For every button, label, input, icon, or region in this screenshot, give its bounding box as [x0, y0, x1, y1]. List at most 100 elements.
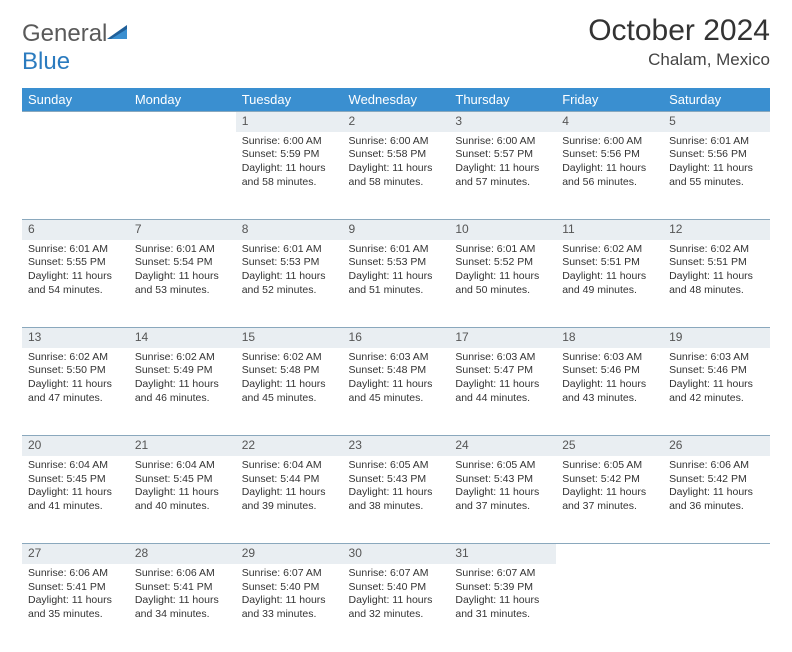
day-content-cell [663, 564, 770, 652]
day1-line: Daylight: 11 hours [562, 162, 657, 176]
day-number-cell: 26 [663, 436, 770, 456]
sunset-line: Sunset: 5:48 PM [242, 364, 337, 378]
day1-line: Daylight: 11 hours [562, 486, 657, 500]
day2-line: and 53 minutes. [135, 284, 230, 298]
day-number-row: 6789101112 [22, 220, 770, 240]
sunrise-line: Sunrise: 6:02 AM [562, 243, 657, 257]
day1-line: Daylight: 11 hours [242, 594, 337, 608]
day1-line: Daylight: 11 hours [349, 594, 444, 608]
sunset-line: Sunset: 5:59 PM [242, 148, 337, 162]
sunrise-line: Sunrise: 6:04 AM [242, 459, 337, 473]
day2-line: and 37 minutes. [562, 500, 657, 514]
day1-line: Daylight: 11 hours [669, 270, 764, 284]
day1-line: Daylight: 11 hours [242, 270, 337, 284]
sunset-line: Sunset: 5:45 PM [28, 473, 123, 487]
day-number-cell: 1 [236, 112, 343, 132]
day-number-cell: 21 [129, 436, 236, 456]
day2-line: and 45 minutes. [349, 392, 444, 406]
sunrise-line: Sunrise: 6:05 AM [349, 459, 444, 473]
day-number-cell: 23 [343, 436, 450, 456]
day-content-cell: Sunrise: 6:04 AMSunset: 5:45 PMDaylight:… [129, 456, 236, 544]
day-content-cell: Sunrise: 6:01 AMSunset: 5:54 PMDaylight:… [129, 240, 236, 328]
day2-line: and 45 minutes. [242, 392, 337, 406]
day2-line: and 35 minutes. [28, 608, 123, 622]
day2-line: and 40 minutes. [135, 500, 230, 514]
logo-part2: Blue [22, 48, 70, 75]
day2-line: and 47 minutes. [28, 392, 123, 406]
day-content-cell: Sunrise: 6:03 AMSunset: 5:47 PMDaylight:… [449, 348, 556, 436]
sunrise-line: Sunrise: 6:06 AM [28, 567, 123, 581]
day-content-cell: Sunrise: 6:07 AMSunset: 5:40 PMDaylight:… [236, 564, 343, 652]
day1-line: Daylight: 11 hours [349, 270, 444, 284]
day-number-row: 20212223242526 [22, 436, 770, 456]
day-number-cell: 3 [449, 112, 556, 132]
day-content-cell: Sunrise: 6:05 AMSunset: 5:43 PMDaylight:… [343, 456, 450, 544]
day-number-cell: 12 [663, 220, 770, 240]
logo-triangle-icon [107, 23, 129, 41]
sunrise-line: Sunrise: 6:04 AM [28, 459, 123, 473]
sunrise-line: Sunrise: 6:01 AM [669, 135, 764, 149]
day-content-cell: Sunrise: 6:06 AMSunset: 5:41 PMDaylight:… [22, 564, 129, 652]
day-content-cell: Sunrise: 6:05 AMSunset: 5:43 PMDaylight:… [449, 456, 556, 544]
day-number-cell: 20 [22, 436, 129, 456]
day-content-cell: Sunrise: 6:00 AMSunset: 5:56 PMDaylight:… [556, 132, 663, 220]
sunrise-line: Sunrise: 6:01 AM [28, 243, 123, 257]
day1-line: Daylight: 11 hours [349, 162, 444, 176]
day2-line: and 33 minutes. [242, 608, 337, 622]
sunset-line: Sunset: 5:56 PM [669, 148, 764, 162]
sunset-line: Sunset: 5:56 PM [562, 148, 657, 162]
sunset-line: Sunset: 5:46 PM [669, 364, 764, 378]
day2-line: and 58 minutes. [349, 176, 444, 190]
sunset-line: Sunset: 5:40 PM [349, 581, 444, 595]
sunrise-line: Sunrise: 6:07 AM [455, 567, 550, 581]
header: General Blue October 2024 Chalam, Mexico [22, 14, 770, 76]
sunrise-line: Sunrise: 6:03 AM [669, 351, 764, 365]
day-number-cell: 14 [129, 328, 236, 348]
sunrise-line: Sunrise: 6:00 AM [562, 135, 657, 149]
day2-line: and 52 minutes. [242, 284, 337, 298]
sunset-line: Sunset: 5:51 PM [669, 256, 764, 270]
day-content-cell: Sunrise: 6:00 AMSunset: 5:57 PMDaylight:… [449, 132, 556, 220]
day2-line: and 36 minutes. [669, 500, 764, 514]
day-content-cell: Sunrise: 6:06 AMSunset: 5:41 PMDaylight:… [129, 564, 236, 652]
day2-line: and 54 minutes. [28, 284, 123, 298]
day-content-row: Sunrise: 6:04 AMSunset: 5:45 PMDaylight:… [22, 456, 770, 544]
day1-line: Daylight: 11 hours [135, 594, 230, 608]
day-content-cell: Sunrise: 6:01 AMSunset: 5:55 PMDaylight:… [22, 240, 129, 328]
day2-line: and 55 minutes. [669, 176, 764, 190]
sunrise-line: Sunrise: 6:05 AM [562, 459, 657, 473]
weekday-header: Thursday [449, 88, 556, 112]
day1-line: Daylight: 11 hours [135, 378, 230, 392]
day1-line: Daylight: 11 hours [669, 486, 764, 500]
sunset-line: Sunset: 5:57 PM [455, 148, 550, 162]
sunrise-line: Sunrise: 6:01 AM [455, 243, 550, 257]
day-number-cell: 6 [22, 220, 129, 240]
day1-line: Daylight: 11 hours [135, 270, 230, 284]
sunset-line: Sunset: 5:50 PM [28, 364, 123, 378]
location-label: Chalam, Mexico [588, 50, 770, 70]
day-content-cell: Sunrise: 6:01 AMSunset: 5:56 PMDaylight:… [663, 132, 770, 220]
day-number-cell: 15 [236, 328, 343, 348]
day-content-cell: Sunrise: 6:01 AMSunset: 5:53 PMDaylight:… [236, 240, 343, 328]
day2-line: and 57 minutes. [455, 176, 550, 190]
day2-line: and 48 minutes. [669, 284, 764, 298]
sunrise-line: Sunrise: 6:00 AM [242, 135, 337, 149]
sunset-line: Sunset: 5:47 PM [455, 364, 550, 378]
day1-line: Daylight: 11 hours [242, 486, 337, 500]
day-content-cell: Sunrise: 6:00 AMSunset: 5:59 PMDaylight:… [236, 132, 343, 220]
weekday-header: Sunday [22, 88, 129, 112]
day-number-cell: 22 [236, 436, 343, 456]
day-content-cell: Sunrise: 6:02 AMSunset: 5:51 PMDaylight:… [663, 240, 770, 328]
day-number-cell: 27 [22, 544, 129, 564]
day-number-cell [556, 544, 663, 564]
sunrise-line: Sunrise: 6:01 AM [349, 243, 444, 257]
day1-line: Daylight: 11 hours [28, 378, 123, 392]
day-number-cell [22, 112, 129, 132]
sunset-line: Sunset: 5:41 PM [135, 581, 230, 595]
sunrise-line: Sunrise: 6:07 AM [242, 567, 337, 581]
day-content-cell: Sunrise: 6:02 AMSunset: 5:48 PMDaylight:… [236, 348, 343, 436]
sunrise-line: Sunrise: 6:03 AM [562, 351, 657, 365]
day-number-row: 12345 [22, 112, 770, 132]
sunrise-line: Sunrise: 6:02 AM [242, 351, 337, 365]
sunrise-line: Sunrise: 6:01 AM [242, 243, 337, 257]
